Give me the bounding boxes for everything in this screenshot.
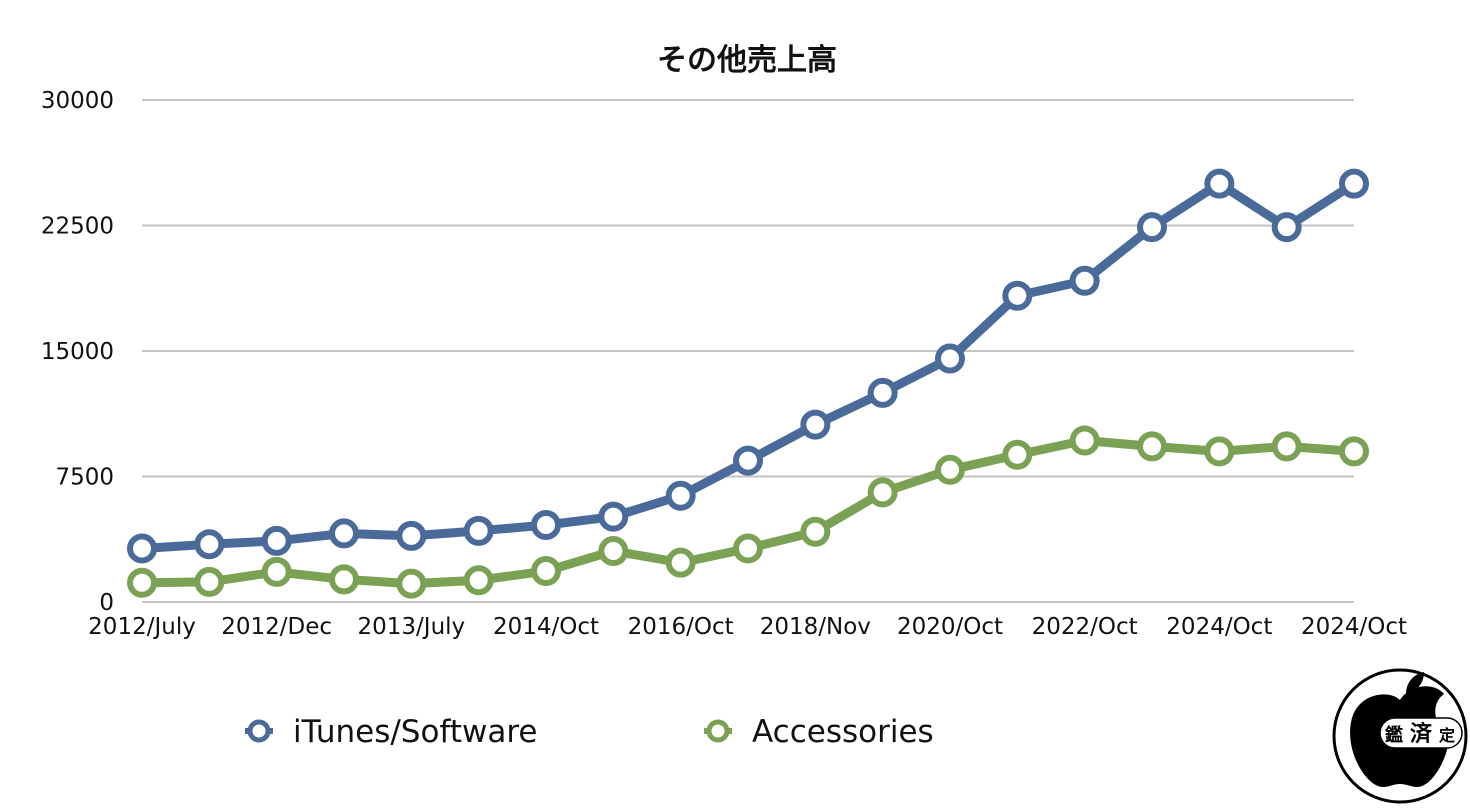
data-point (261, 525, 292, 556)
data-point (531, 556, 561, 587)
badge-text-second: 済 (1410, 721, 1433, 747)
data-point (800, 409, 831, 440)
data-point (261, 556, 292, 587)
data-point (867, 377, 898, 408)
data-point (935, 454, 965, 485)
y-tick-label: 22500 (41, 214, 114, 240)
y-tick-label: 15000 (41, 339, 114, 365)
data-point (867, 477, 898, 508)
data-point (1271, 212, 1302, 243)
legend-marker (247, 719, 271, 743)
data-point (396, 568, 427, 599)
x-tick-label: 2014/Oct (493, 614, 599, 640)
x-tick-label: 2022/Oct (1032, 614, 1138, 640)
data-point (531, 510, 561, 541)
x-tick-label: 2020/Oct (897, 614, 1003, 640)
x-tick-label: 2016/Oct (628, 614, 734, 640)
series-0 (127, 168, 1369, 564)
data-point (1339, 436, 1369, 467)
data-point (935, 343, 965, 374)
data-point (598, 535, 629, 566)
appraisal-badge-icon: 鑑 済 定 (1332, 668, 1468, 804)
data-point (1339, 168, 1369, 199)
badge-text-main: 鑑 (1385, 724, 1403, 746)
data-point (1271, 431, 1302, 462)
x-tick-label: 2024/Oct (1301, 614, 1407, 640)
series-line (137, 179, 1359, 553)
data-point (396, 520, 427, 551)
legend-item: Accessories (704, 714, 934, 750)
data-point (194, 566, 225, 597)
badge-text-third: 定 (1438, 726, 1455, 745)
data-point (665, 547, 696, 578)
x-tick-label: 2013/July (358, 614, 466, 640)
y-tick-label: 7500 (55, 465, 114, 491)
x-tick-label: 2012/Dec (221, 614, 332, 640)
data-point (665, 480, 696, 511)
data-point (194, 529, 225, 560)
y-tick-label: 0 (99, 590, 114, 616)
data-point (1204, 436, 1235, 467)
data-point (1002, 439, 1033, 470)
data-point (463, 565, 494, 596)
x-tick-label: 2018/Nov (760, 614, 871, 640)
x-tick-label: 2012/July (88, 614, 196, 640)
data-point (329, 518, 359, 549)
data-point (1137, 431, 1167, 462)
data-point (598, 501, 629, 532)
legend-label: Accessories (752, 714, 934, 750)
chart-title: その他売上高 (657, 43, 837, 78)
data-point (1069, 265, 1100, 296)
data-point (1204, 168, 1235, 199)
data-point (463, 515, 494, 546)
data-point (733, 533, 763, 564)
data-point (127, 533, 157, 564)
data-point (1137, 212, 1167, 243)
data-point (127, 567, 157, 598)
data-point (1002, 280, 1033, 311)
y-tick-label: 30000 (41, 88, 114, 114)
data-point (329, 564, 359, 595)
legend-label: iTunes/Software (293, 714, 537, 750)
data-point (800, 516, 831, 547)
data-point (733, 445, 763, 476)
data-point (1069, 425, 1100, 456)
x-tick-label: 2024/Oct (1166, 614, 1272, 640)
legend-marker (706, 719, 730, 743)
legend-item: iTunes/Software (245, 714, 537, 750)
series-1 (127, 425, 1369, 599)
